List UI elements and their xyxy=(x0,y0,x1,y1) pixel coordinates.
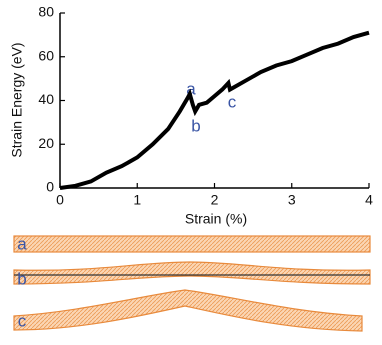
y-axis-label: Strain Energy (eV) xyxy=(9,42,25,157)
x-axis-label: Strain (%) xyxy=(185,211,247,227)
strip-c xyxy=(13,289,363,332)
x-tick-label: 2 xyxy=(211,192,219,208)
y-tick-label: 20 xyxy=(38,135,54,151)
y-tick-label: 60 xyxy=(38,47,54,63)
x-tick-label: 1 xyxy=(133,192,141,208)
strip-a xyxy=(13,235,371,253)
annotation: b xyxy=(191,116,200,135)
y-tick-label: 80 xyxy=(38,4,54,20)
y-tick-label: 40 xyxy=(38,91,54,107)
annotation: c xyxy=(228,92,237,111)
strip-b xyxy=(13,261,371,285)
x-tick-label: 3 xyxy=(288,192,296,208)
y-tick-label: 0 xyxy=(46,179,54,195)
x-tick-label: 4 xyxy=(365,192,373,208)
data-line xyxy=(59,30,370,190)
illustration-label: b xyxy=(17,269,26,288)
illustrations: a b c xyxy=(13,234,371,332)
x-tick-label: 0 xyxy=(56,192,64,208)
illustration-label: c xyxy=(18,311,27,330)
annotation: a xyxy=(186,79,196,98)
illustration-label: a xyxy=(17,234,27,253)
